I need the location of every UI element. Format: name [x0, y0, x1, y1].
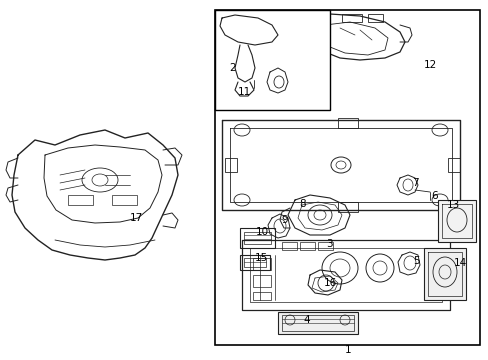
- Text: 11: 11: [237, 87, 250, 97]
- Bar: [337, 202, 357, 212]
- Text: 14: 14: [452, 258, 466, 268]
- Text: 8: 8: [299, 199, 305, 209]
- Bar: [341, 14, 361, 22]
- Bar: [299, 242, 314, 250]
- Bar: [112, 195, 137, 205]
- Bar: [278, 312, 357, 334]
- Bar: [282, 315, 353, 331]
- Bar: [240, 228, 274, 248]
- Bar: [68, 195, 93, 205]
- Bar: [367, 14, 382, 22]
- Text: 17: 17: [129, 213, 142, 223]
- Bar: [240, 255, 269, 270]
- Bar: [215, 10, 479, 345]
- Text: 9: 9: [281, 215, 288, 225]
- Bar: [317, 242, 332, 250]
- Text: 13: 13: [446, 200, 459, 210]
- Bar: [244, 258, 265, 267]
- Text: 4: 4: [303, 315, 310, 325]
- Bar: [337, 118, 357, 128]
- Bar: [252, 292, 270, 300]
- Text: 3: 3: [325, 239, 332, 249]
- Bar: [224, 158, 237, 172]
- Bar: [252, 275, 270, 287]
- Text: 2: 2: [229, 63, 236, 73]
- Bar: [423, 248, 465, 300]
- Text: 7: 7: [411, 178, 417, 188]
- Text: 6: 6: [431, 191, 437, 201]
- Bar: [437, 200, 475, 242]
- Bar: [215, 10, 329, 110]
- Text: 1: 1: [344, 345, 350, 355]
- Bar: [282, 242, 296, 250]
- Bar: [447, 158, 459, 172]
- Bar: [244, 232, 270, 244]
- Text: 5: 5: [412, 256, 418, 266]
- Text: 10: 10: [255, 227, 268, 237]
- Text: 16: 16: [323, 278, 336, 288]
- Text: 15: 15: [254, 253, 267, 263]
- Text: 12: 12: [423, 60, 436, 70]
- Bar: [252, 258, 270, 270]
